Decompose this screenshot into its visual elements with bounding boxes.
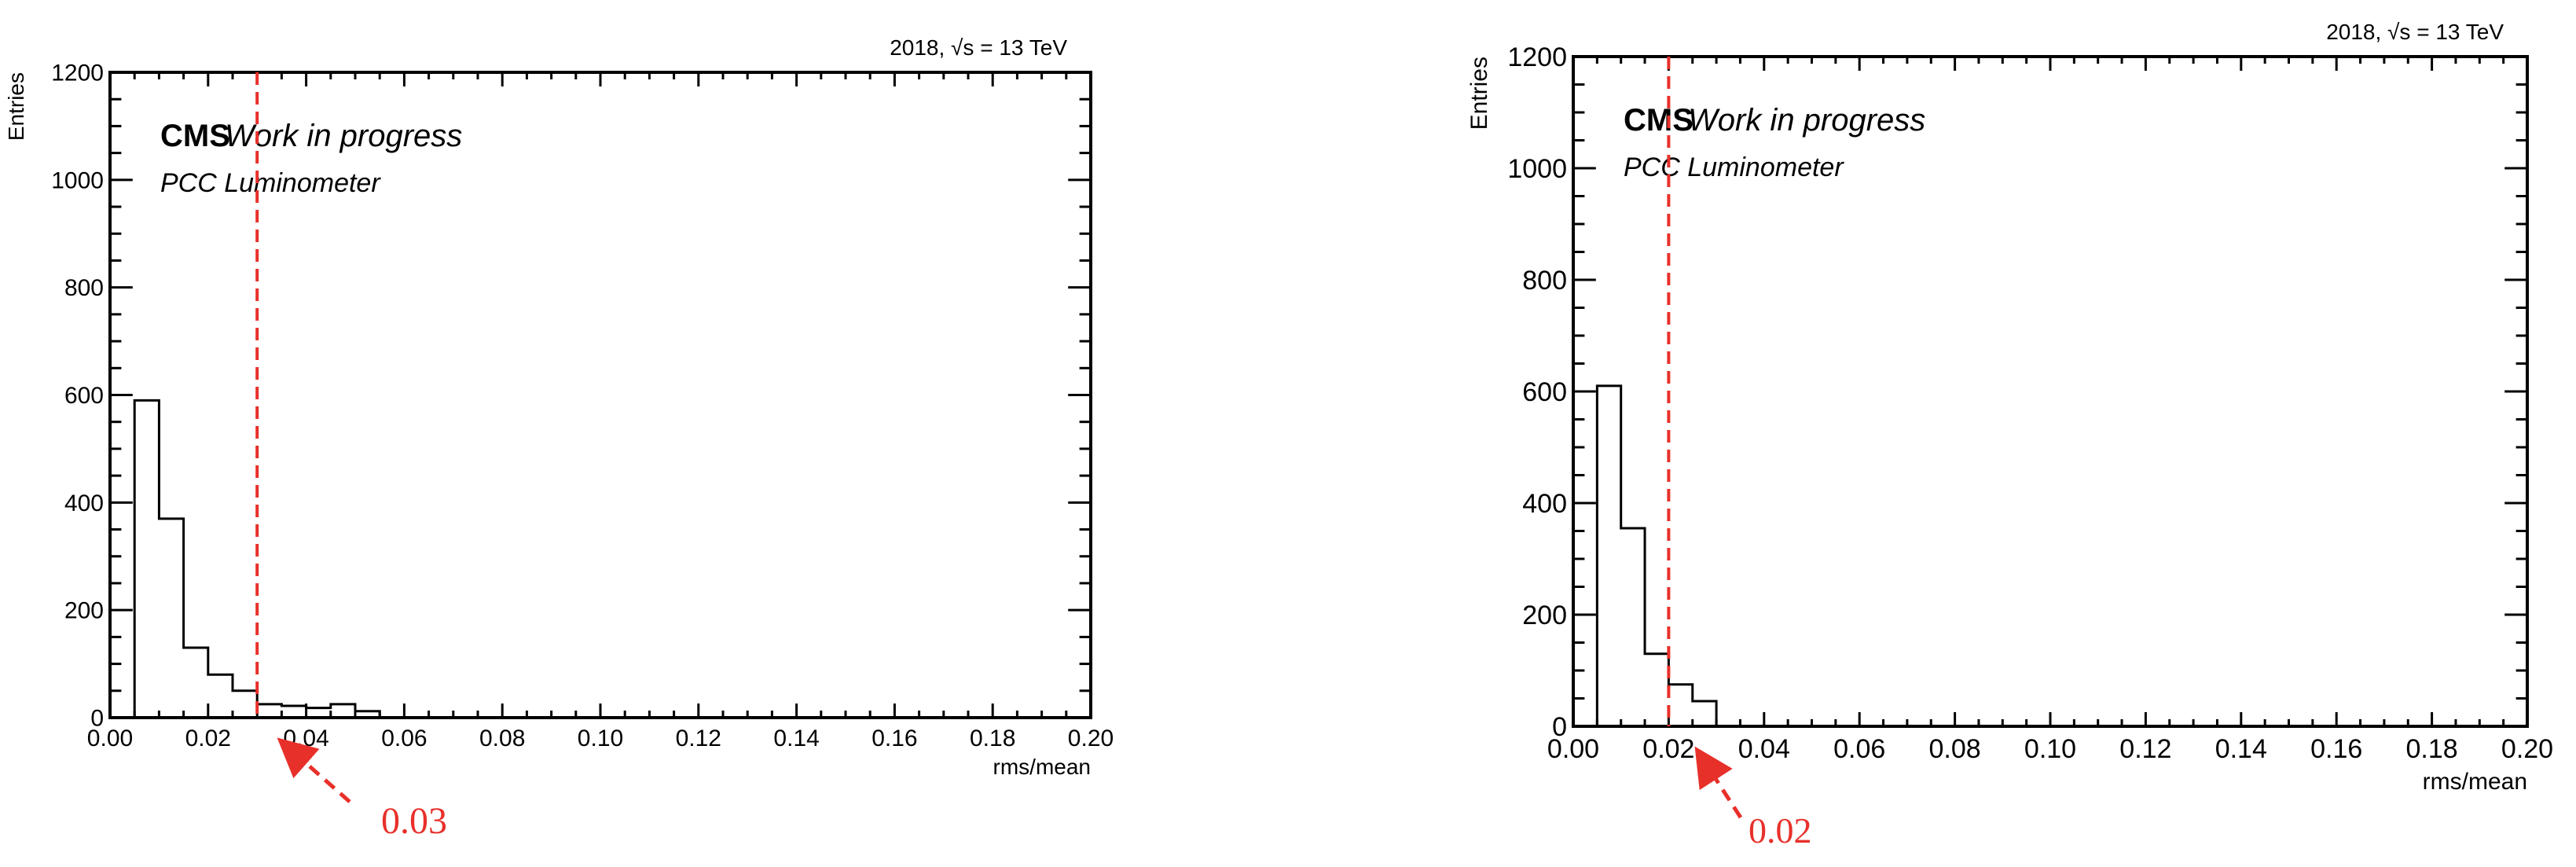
histogram-outline — [133, 399, 405, 719]
energy-label: 2018, √s = 13 TeV — [2326, 20, 2504, 44]
y-tick-label: 0 — [90, 706, 104, 732]
y-axis-title: Entries — [1466, 57, 1492, 130]
y-tick-label: 1200 — [1507, 42, 1567, 72]
x-tick-label: 0.10 — [2024, 734, 2076, 764]
x-tick-label: 0.08 — [1929, 734, 1981, 764]
detector-label: PCC Luminometer — [160, 168, 381, 198]
histogram-bin-3 — [1668, 685, 1692, 726]
x-axis-title: rms/mean — [2423, 769, 2527, 795]
histogram-bin-2 — [1645, 654, 1668, 726]
y-tick-label: 0 — [1552, 712, 1567, 742]
x-tick-label: 0.00 — [1547, 734, 1599, 764]
cut-annotation: 0.03 — [381, 800, 447, 842]
y-tick-label: 800 — [64, 275, 104, 301]
x-tick-label: 0.08 — [479, 726, 525, 751]
y-tick-label: 800 — [1522, 266, 1567, 296]
x-tick-label: 0.20 — [2501, 734, 2553, 764]
histogram-bin-8 — [331, 704, 355, 718]
histogram-bin-5 — [257, 704, 281, 718]
histogram-bin-4 — [1693, 701, 1716, 726]
status-label: Work in progress — [225, 119, 462, 153]
x-tick-label: 0.18 — [970, 726, 1015, 751]
histogram-bin-2 — [184, 648, 208, 718]
y-tick-label: 200 — [1522, 601, 1567, 630]
x-tick-label: 0.00 — [87, 726, 133, 751]
x-tick-label: 0.04 — [283, 726, 328, 751]
histogram-bin-1 — [159, 519, 183, 718]
y-tick-label: 200 — [64, 598, 104, 624]
chart-panel-2: 0.00 0.02 0.04 0.06 0.08 0.10 0.12 0.14 0.16 0.18… — [1466, 20, 2553, 850]
y-axis-title: Entries — [4, 72, 28, 141]
cut-annotation: 0.02 — [1749, 810, 1812, 850]
y-tick-label: 600 — [1522, 377, 1567, 407]
x-tick-label: 0.14 — [773, 726, 819, 751]
y-tick-label: 1000 — [51, 167, 104, 193]
x-tick-label: 0.16 — [872, 726, 917, 751]
x-tick-label: 0.16 — [2310, 734, 2362, 764]
x-tick-label: 0.18 — [2406, 734, 2458, 764]
x-axis-title: rms/mean — [993, 755, 1091, 779]
detector-label: PCC Luminometer — [1624, 152, 1844, 182]
x-tick-label: 0.04 — [1738, 734, 1790, 764]
experiment-label: CMS — [160, 119, 230, 153]
histogram-bin-3 — [208, 674, 233, 718]
cut-arrow — [277, 737, 351, 803]
x-tick-label: 0.12 — [676, 726, 721, 751]
x-tick-label: 0.02 — [185, 726, 231, 751]
y-tick-label: 600 — [64, 383, 104, 409]
x-tick-label: 0.14 — [2215, 734, 2267, 764]
chart-panel-1: 0.00 0.02 0.04 0.06 0.08 0.10 0.12 0.14 0.16 0.18… — [4, 35, 1114, 842]
histogram-bin-0 — [134, 400, 159, 718]
x-tick-label: 0.12 — [2119, 734, 2171, 764]
y-tick-label: 400 — [1522, 489, 1567, 519]
histogram-bin-4 — [233, 691, 257, 718]
experiment-label: CMS — [1624, 103, 1693, 138]
x-tick-label: 0.02 — [1642, 734, 1694, 764]
x-tick-label: 0.10 — [578, 726, 623, 751]
cut-arrow — [1694, 746, 1743, 819]
y-tick-label: 1200 — [51, 61, 104, 86]
x-tick-label: 0.06 — [1833, 734, 1885, 764]
energy-label: 2018, √s = 13 TeV — [890, 35, 1067, 60]
y-tick-label: 1000 — [1507, 154, 1567, 184]
y-tick-label: 400 — [64, 490, 104, 516]
x-tick-label: 0.20 — [1068, 726, 1114, 751]
histogram-bin-0 — [1597, 386, 1620, 726]
x-tick-label: 0.06 — [381, 726, 427, 751]
status-label: Work in progress — [1688, 103, 1925, 138]
histogram-bin-1 — [1621, 528, 1645, 726]
histogram-bin-6 — [281, 706, 306, 718]
